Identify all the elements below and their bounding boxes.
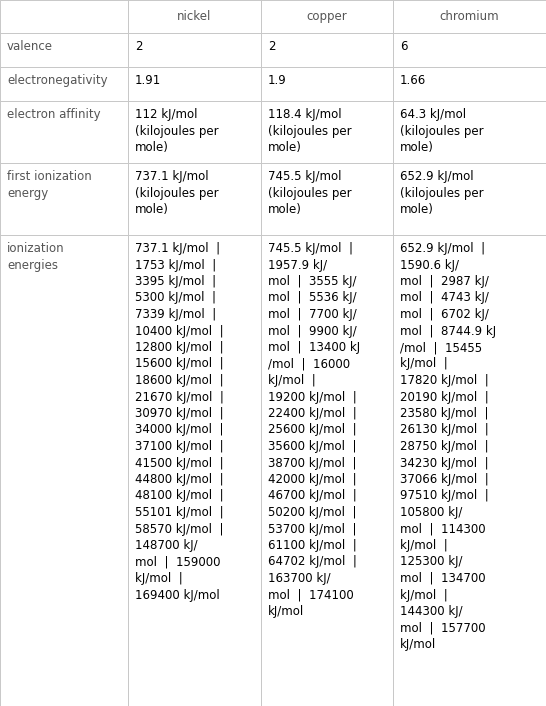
Bar bbox=[128, 67, 261, 101]
Bar bbox=[393, 101, 546, 163]
Text: ionization
energies: ionization energies bbox=[7, 242, 64, 272]
Text: 64.3 kJ/mol
(kilojoules per
mole): 64.3 kJ/mol (kilojoules per mole) bbox=[400, 108, 484, 154]
Bar bbox=[0, 67, 128, 101]
Bar bbox=[0, 0, 128, 33]
Text: valence: valence bbox=[7, 40, 53, 53]
Text: 2: 2 bbox=[135, 40, 143, 53]
Text: first ionization
energy: first ionization energy bbox=[7, 170, 92, 200]
Bar bbox=[0, 235, 128, 706]
Text: nickel: nickel bbox=[177, 10, 212, 23]
Bar bbox=[261, 0, 393, 33]
Bar bbox=[261, 235, 393, 706]
Text: 745.5 kJ/mol
(kilojoules per
mole): 745.5 kJ/mol (kilojoules per mole) bbox=[268, 170, 352, 216]
Text: 652.9 kJ/mol
(kilojoules per
mole): 652.9 kJ/mol (kilojoules per mole) bbox=[400, 170, 484, 216]
Bar bbox=[261, 67, 393, 101]
Text: copper: copper bbox=[307, 10, 347, 23]
Bar bbox=[393, 235, 546, 706]
Bar bbox=[393, 33, 546, 67]
Text: 6: 6 bbox=[400, 40, 407, 53]
Text: electron affinity: electron affinity bbox=[7, 108, 100, 121]
Text: chromium: chromium bbox=[440, 10, 499, 23]
Text: 652.9 kJ/mol  |
1590.6 kJ/
mol  |  2987 kJ/
mol  |  4743 kJ/
mol  |  6702 kJ/
mo: 652.9 kJ/mol | 1590.6 kJ/ mol | 2987 kJ/… bbox=[400, 242, 496, 651]
Text: 1.9: 1.9 bbox=[268, 74, 287, 87]
Text: 112 kJ/mol
(kilojoules per
mole): 112 kJ/mol (kilojoules per mole) bbox=[135, 108, 218, 154]
Bar bbox=[128, 101, 261, 163]
Text: 737.1 kJ/mol
(kilojoules per
mole): 737.1 kJ/mol (kilojoules per mole) bbox=[135, 170, 218, 216]
Bar bbox=[393, 67, 546, 101]
Bar bbox=[128, 163, 261, 235]
Text: 118.4 kJ/mol
(kilojoules per
mole): 118.4 kJ/mol (kilojoules per mole) bbox=[268, 108, 352, 154]
Bar bbox=[0, 33, 128, 67]
Bar bbox=[393, 0, 546, 33]
Text: 745.5 kJ/mol  |
1957.9 kJ/
mol  |  3555 kJ/
mol  |  5536 kJ/
mol  |  7700 kJ/
mo: 745.5 kJ/mol | 1957.9 kJ/ mol | 3555 kJ/… bbox=[268, 242, 360, 618]
Text: 1.91: 1.91 bbox=[135, 74, 161, 87]
Bar bbox=[261, 33, 393, 67]
Bar bbox=[261, 163, 393, 235]
Bar bbox=[128, 235, 261, 706]
Bar bbox=[128, 33, 261, 67]
Bar bbox=[0, 101, 128, 163]
Text: 1.66: 1.66 bbox=[400, 74, 426, 87]
Bar bbox=[128, 0, 261, 33]
Bar bbox=[261, 101, 393, 163]
Text: electronegativity: electronegativity bbox=[7, 74, 108, 87]
Text: 737.1 kJ/mol  |
1753 kJ/mol  |
3395 kJ/mol  |
5300 kJ/mol  |
7339 kJ/mol  |
1040: 737.1 kJ/mol | 1753 kJ/mol | 3395 kJ/mol… bbox=[135, 242, 224, 602]
Text: 2: 2 bbox=[268, 40, 276, 53]
Bar bbox=[0, 163, 128, 235]
Bar bbox=[393, 163, 546, 235]
